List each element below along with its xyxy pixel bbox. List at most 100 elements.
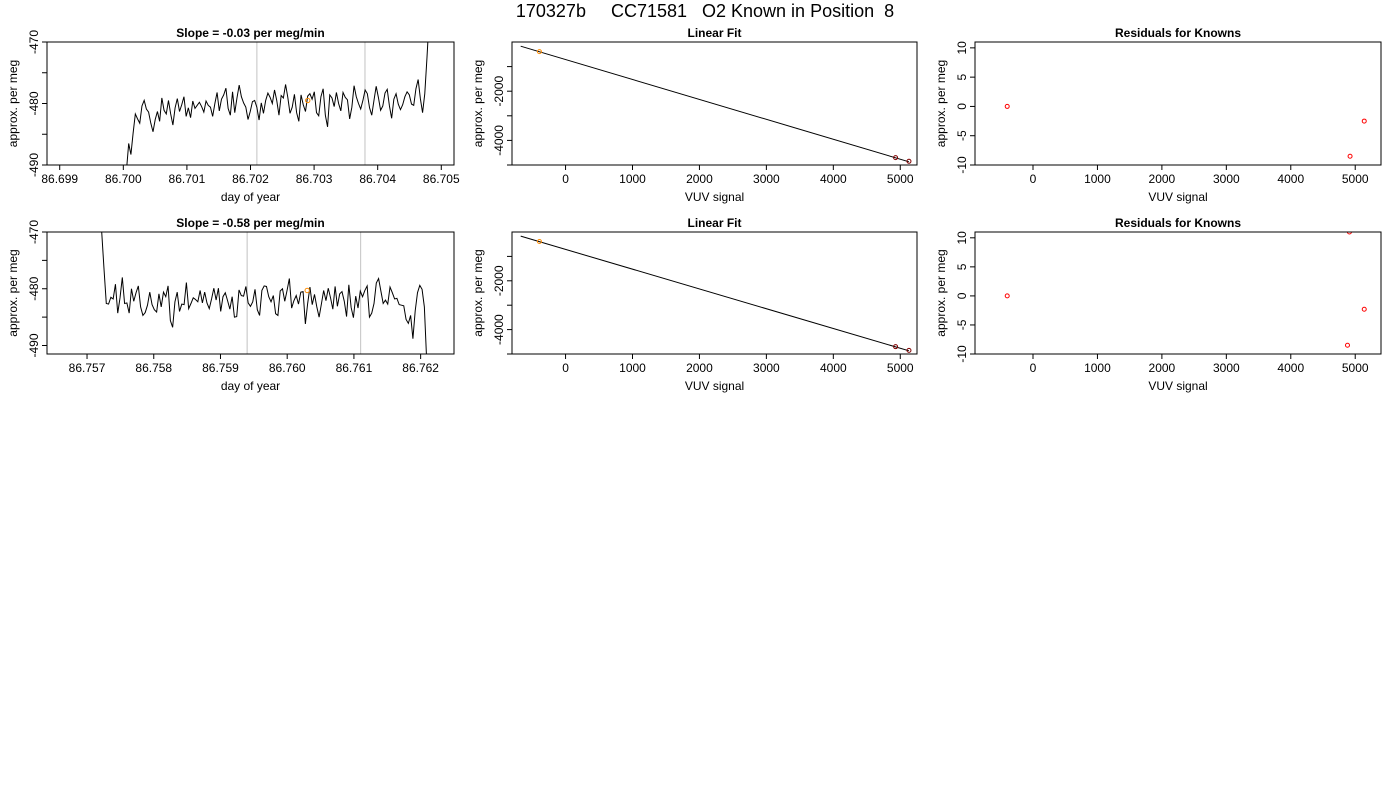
data-point xyxy=(1004,293,1010,299)
y-tick-label: 5 xyxy=(955,263,969,270)
data-point xyxy=(1346,232,1352,235)
data-point xyxy=(906,158,912,164)
x-tick-label: 2000 xyxy=(1149,172,1176,186)
data-point xyxy=(536,239,542,245)
y-axis-label: approx. per meg xyxy=(6,249,20,336)
panel-title: Residuals for Knowns xyxy=(1115,26,1241,40)
x-tick-label: 4000 xyxy=(820,361,847,375)
y-tick-label: -4000 xyxy=(492,314,506,345)
y-tick-label: 5 xyxy=(955,73,969,80)
x-tick-label: 3000 xyxy=(753,361,780,375)
plot-area xyxy=(1004,232,1367,348)
x-tick-label: 4000 xyxy=(820,172,847,186)
y-tick-label: -470 xyxy=(27,220,41,244)
panel-title: Linear Fit xyxy=(687,216,741,230)
plot-frame xyxy=(974,41,1382,166)
y-tick-label: -490 xyxy=(27,333,41,357)
x-tick-label: 86.702 xyxy=(232,172,269,186)
x-tick-label: 86.699 xyxy=(41,172,78,186)
plot-area xyxy=(101,232,427,354)
data-point xyxy=(1004,103,1010,109)
y-tick-label: 10 xyxy=(955,41,969,55)
y-tick-label: -5 xyxy=(955,130,969,141)
y-tick-label: -10 xyxy=(955,345,969,363)
data-point xyxy=(1361,118,1367,124)
y-tick-label: 0 xyxy=(955,103,969,110)
x-tick-label: 5000 xyxy=(887,361,914,375)
x-tick-label: 86.758 xyxy=(135,361,172,375)
y-axis-label: approx. per meg xyxy=(6,60,20,147)
x-axis-label: VUV signal xyxy=(1148,379,1207,393)
plot-frame xyxy=(511,41,918,166)
panel-3: Residuals for Knowns 0 1000 2000 3000 4000 500… xyxy=(934,26,1382,204)
y-axis-label: approx. per meg xyxy=(934,249,948,336)
x-tick-label: 3000 xyxy=(1213,172,1240,186)
plot-frame xyxy=(46,231,455,355)
x-tick-label: 86.760 xyxy=(269,361,306,375)
y-axis-label: approx. per meg xyxy=(934,60,948,147)
fit-line xyxy=(520,235,910,352)
panel-title: Slope = -0.03 per meg/min xyxy=(176,26,324,40)
data-point xyxy=(1347,153,1353,159)
panel-4: Slope = -0.58 per meg/min 86.757 86.758 86.… xyxy=(6,216,455,393)
plot-area xyxy=(520,45,912,164)
fit-line xyxy=(520,45,910,163)
plot-area xyxy=(1004,103,1367,159)
panel-5: Linear Fit 0 1000 2000 3000 4000 5000 -4000 -200… xyxy=(471,216,918,393)
page-title: 170327b CC71581 O2 Known in Position 8 xyxy=(515,1,895,21)
x-tick-label: 86.701 xyxy=(169,172,206,186)
data-point xyxy=(536,49,542,55)
y-tick-label: 10 xyxy=(955,231,969,245)
data-point xyxy=(1361,306,1367,312)
x-tick-label: 3000 xyxy=(1213,361,1240,375)
y-tick-label: -480 xyxy=(27,91,41,115)
plot-area xyxy=(520,235,912,353)
plot-area xyxy=(126,42,429,165)
x-tick-label: 4000 xyxy=(1277,172,1304,186)
data-point xyxy=(906,347,912,353)
panel-title: Residuals for Knowns xyxy=(1115,216,1241,230)
x-tick-label: 86.700 xyxy=(105,172,142,186)
y-tick-label: -2000 xyxy=(492,76,506,107)
x-tick-label: 86.704 xyxy=(359,172,396,186)
mean-marker xyxy=(305,97,311,104)
x-axis-label: VUV signal xyxy=(685,190,744,204)
y-tick-label: -4000 xyxy=(492,125,506,156)
x-tick-label: 86.703 xyxy=(296,172,333,186)
x-tick-label: 0 xyxy=(1030,172,1037,186)
x-tick-label: 86.762 xyxy=(402,361,439,375)
panel-1: Slope = -0.03 per meg/min 86.699 86.700 86.… xyxy=(6,26,460,204)
x-tick-label: 86.757 xyxy=(69,361,106,375)
data-point xyxy=(893,155,899,161)
panel-title: Linear Fit xyxy=(687,26,741,40)
x-tick-label: 5000 xyxy=(1342,361,1369,375)
y-tick-label: -2000 xyxy=(492,265,506,296)
x-tick-label: 2000 xyxy=(686,361,713,375)
x-tick-label: 0 xyxy=(562,172,569,186)
mean-marker xyxy=(304,287,310,294)
y-axis-label: approx. per meg xyxy=(471,249,485,336)
x-tick-label: 5000 xyxy=(1342,172,1369,186)
y-tick-label: -5 xyxy=(955,319,969,330)
y-tick-label: -470 xyxy=(27,30,41,54)
x-tick-label: 86.761 xyxy=(336,361,373,375)
x-tick-label: 1000 xyxy=(1084,172,1111,186)
x-tick-label: 3000 xyxy=(753,172,780,186)
y-tick-label: -10 xyxy=(955,156,969,174)
y-tick-label: 0 xyxy=(955,292,969,299)
x-tick-label: 86.705 xyxy=(423,172,460,186)
x-tick-label: 5000 xyxy=(887,172,914,186)
x-axis-label: day of year xyxy=(221,190,280,204)
x-tick-label: 1000 xyxy=(619,172,646,186)
x-tick-label: 1000 xyxy=(619,361,646,375)
panel-6: Residuals for Knowns 0 1000 2000 3000 4000 500… xyxy=(934,216,1382,393)
x-tick-label: 0 xyxy=(562,361,569,375)
x-tick-label: 1000 xyxy=(1084,361,1111,375)
y-tick-label: -480 xyxy=(27,276,41,300)
x-axis-label: VUV signal xyxy=(685,379,744,393)
x-axis-label: VUV signal xyxy=(1148,190,1207,204)
data-point xyxy=(1344,342,1350,348)
x-tick-label: 86.759 xyxy=(202,361,239,375)
x-tick-label: 4000 xyxy=(1277,361,1304,375)
